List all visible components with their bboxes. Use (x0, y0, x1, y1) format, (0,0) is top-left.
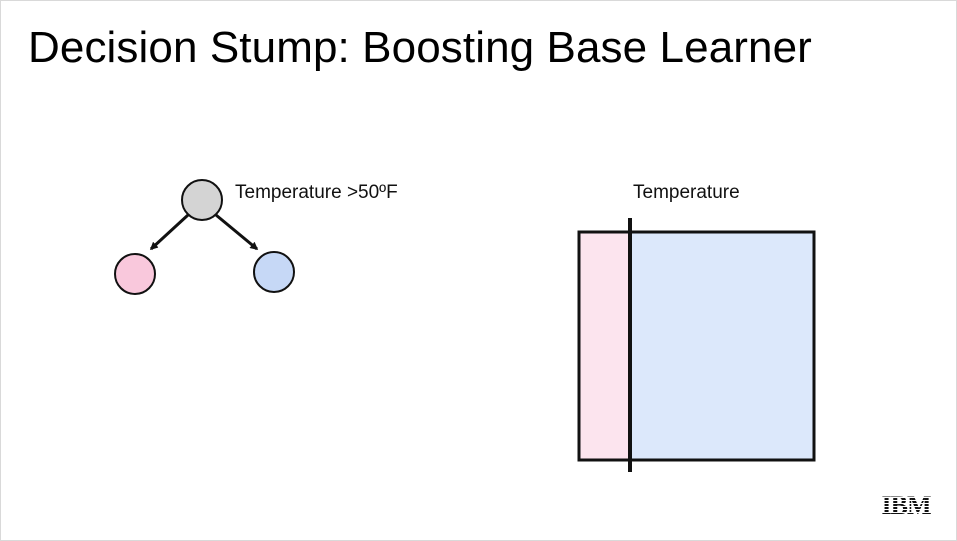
right-branch-arrow (215, 213, 259, 251)
root-node (181, 179, 223, 221)
right-region (630, 232, 814, 460)
ibm-logo-text: IBM (882, 492, 931, 518)
split-feature-label: Temperature (633, 182, 740, 203)
left-branch-arrow (149, 213, 190, 251)
left-leaf-node (114, 253, 156, 295)
ibm-logo: IBM (882, 492, 932, 518)
right-leaf-node (253, 251, 295, 293)
slide-title: Decision Stump: Boosting Base Learner (28, 23, 812, 72)
feature-space-box (577, 230, 816, 462)
root-node-label: Temperature >50ºF (235, 182, 398, 203)
left-region (579, 232, 630, 460)
